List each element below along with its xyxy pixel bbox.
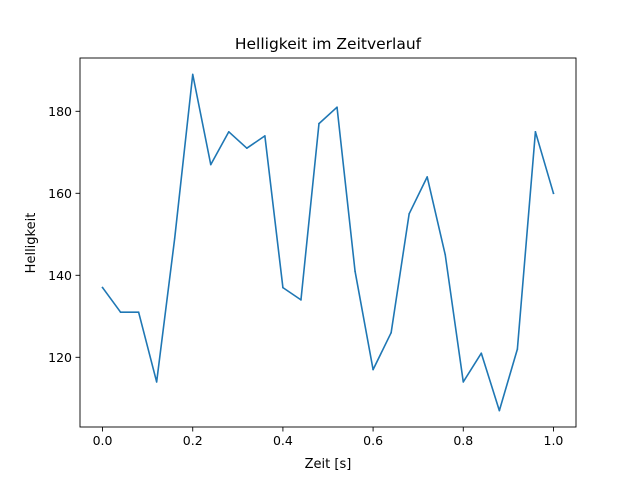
- data-point: [101, 286, 104, 289]
- data-point: [137, 311, 140, 314]
- data-point: [408, 213, 410, 215]
- data-point: [498, 409, 501, 412]
- y-tick-label: 180: [48, 104, 72, 119]
- data-point: [173, 237, 176, 240]
- x-tick-label: 0.0: [93, 433, 113, 448]
- x-tick-label: 0.2: [183, 433, 203, 448]
- data-point: [191, 73, 194, 76]
- data-point: [534, 131, 537, 133]
- data-point: [300, 299, 302, 301]
- chart-title: Helligkeit im Zeitverlauf: [235, 35, 422, 53]
- data-point: [390, 331, 392, 334]
- y-axis-label: Helligkeit: [24, 213, 39, 274]
- axis-ticks: 0.0 0.2 0.4 0.6 0.8 1.0 120 140 160 180: [48, 104, 563, 448]
- data-point: [228, 131, 230, 133]
- data-point: [426, 176, 429, 178]
- data-point: [552, 192, 555, 195]
- y-tick-label: 140: [48, 268, 72, 283]
- x-tick-label: 0.4: [273, 433, 293, 448]
- y-tick-label: 120: [48, 350, 72, 365]
- data-point: [480, 352, 483, 355]
- data-point: [354, 270, 356, 273]
- data-point: [264, 135, 266, 137]
- data-point: [462, 381, 465, 383]
- x-tick-label: 0.6: [363, 433, 383, 448]
- y-tick-label: 160: [48, 186, 72, 201]
- data-point: [119, 311, 122, 314]
- data-point: [336, 106, 338, 108]
- x-tick-label: 0.8: [453, 433, 473, 448]
- plot-frame: [79, 57, 577, 428]
- data-point: [282, 286, 284, 289]
- x-tick-label: 1.0: [544, 433, 564, 448]
- data-point: [444, 254, 447, 256]
- data-point: [155, 381, 158, 383]
- series-line: [101, 73, 555, 412]
- series-group: [101, 73, 555, 412]
- x-axis-label: Zeit [s]: [305, 457, 352, 472]
- data-point: [372, 368, 374, 371]
- data-point: [209, 163, 212, 166]
- data-point: [318, 122, 320, 125]
- data-point: [246, 147, 248, 149]
- data-point: [516, 348, 519, 350]
